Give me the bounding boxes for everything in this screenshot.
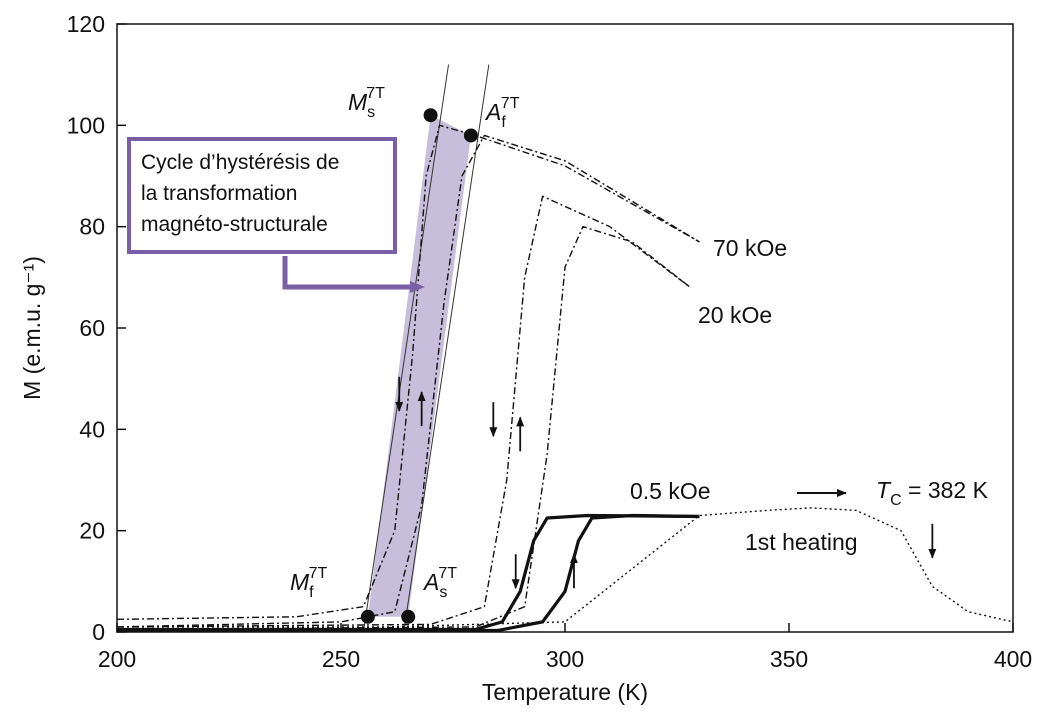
callout-pointer-head [410, 281, 425, 293]
point-mf [360, 609, 375, 624]
x-tick-label: 250 [322, 646, 360, 672]
callout-line-2: la transformation [141, 182, 298, 205]
callout-line-3: magnéto-structurale [141, 213, 328, 236]
series-line-3 [116, 225, 691, 631]
y-axis-title: M (e.m.u. g⁻¹) [19, 256, 45, 400]
x-tick-label: 300 [546, 646, 584, 672]
label-first-heating: 1st heating [745, 529, 858, 555]
y-tick-label: 20 [79, 518, 105, 544]
y-tick-label: 60 [79, 315, 105, 341]
point-ms [423, 108, 438, 123]
point-af [463, 128, 478, 143]
curve-label-20koe: 20 kOe [698, 302, 772, 328]
hysteresis-callout: Cycle d’hystérésis de la transformation … [127, 137, 397, 254]
hysteresis-band [367, 115, 471, 617]
band-guide-left [362, 64, 450, 633]
plot-frame [116, 23, 1014, 633]
curve-label-70koe: 70 kOe [713, 235, 787, 261]
y-tick-label: 80 [79, 214, 105, 240]
series-line-2 [116, 195, 691, 628]
series-line-1 [116, 134, 700, 628]
y-tick-label: 100 [67, 112, 105, 138]
x-tick-label: 350 [770, 646, 808, 672]
band-guide-right [403, 64, 490, 633]
x-tick-label: 400 [994, 646, 1032, 672]
curve-label-05koe: 0.5 kOe [630, 478, 711, 504]
label-as: As7T [422, 565, 457, 601]
series-line-4 [117, 513, 700, 632]
series-line-6 [117, 507, 1014, 628]
y-tick-label: 0 [92, 619, 105, 645]
x-axis-title: Temperature (K) [482, 679, 648, 705]
series-line-0 [116, 124, 700, 621]
callout-line-1: Cycle d’hystérésis de [141, 151, 340, 174]
y-tick-label: 120 [67, 11, 105, 37]
label-tc: TC = 382 K [876, 477, 989, 509]
callout-pointer [282, 256, 412, 290]
label-mf: Mf7T [290, 565, 328, 601]
x-tick-label: 200 [98, 646, 136, 672]
point-as [401, 609, 416, 624]
y-tick-label: 40 [79, 416, 105, 442]
label-af: Af7T [484, 95, 520, 131]
series-line-5 [117, 513, 700, 633]
label-ms: Ms7T [348, 85, 385, 121]
